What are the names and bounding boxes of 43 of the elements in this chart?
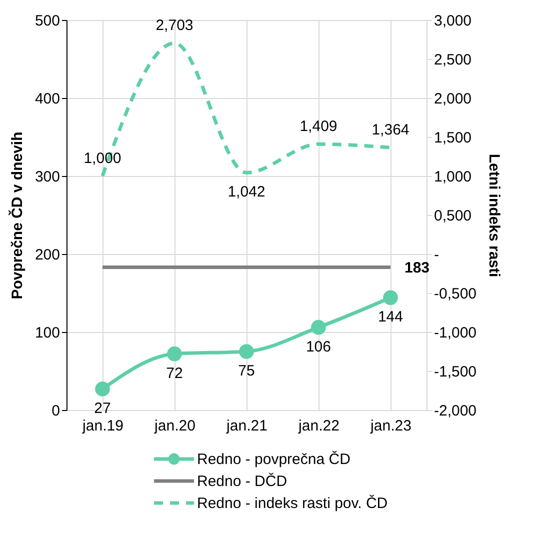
- y2-axis-title: Letni indeks rasti: [486, 154, 503, 278]
- legend-label: Redno - DČD: [197, 472, 288, 490]
- y2-tick-label: -2,000: [434, 402, 477, 420]
- y-tick-label: 0: [52, 402, 60, 420]
- data-label: 1,364: [372, 122, 410, 139]
- y2-tick-label: 0,500: [434, 208, 472, 224]
- y2-tick-label: 3,000: [434, 12, 472, 30]
- y2-tick-label: 1,500: [434, 130, 472, 146]
- point: [95, 382, 110, 396]
- y2-tick-label: 2,500: [434, 52, 472, 68]
- y2-tick-label: 2,000: [434, 90, 472, 108]
- data-label: 75: [238, 362, 255, 380]
- data-label: 144: [378, 308, 403, 326]
- y-axis-title: Povprečne ČD v dnevih: [8, 132, 26, 300]
- y-tick-label: 300: [34, 168, 60, 186]
- point: [167, 346, 182, 362]
- data-label: 1,042: [228, 184, 266, 201]
- y2-tick-label: -0,500: [434, 286, 477, 302]
- y2-tick-label: -: [434, 246, 439, 264]
- data-label: 1,000: [84, 150, 122, 167]
- x-tick-label: jan.23: [370, 418, 412, 434]
- y-tick-label: 400: [34, 90, 60, 108]
- point: [239, 344, 254, 359]
- point: [311, 320, 326, 335]
- data-label: 27: [94, 400, 111, 417]
- data-label: 106: [306, 338, 331, 356]
- x-tick-label: jan.19: [82, 418, 124, 434]
- y-tick-label: 100: [34, 324, 60, 342]
- y2-tick-label: 1,000: [434, 168, 472, 186]
- y2-tick-label: -1,500: [434, 364, 477, 380]
- point: [383, 290, 398, 306]
- y-tick-label: 200: [34, 246, 60, 264]
- data-label: 183: [404, 259, 430, 276]
- legend-label: Redno - povprečna ČD: [197, 450, 351, 468]
- x-tick-label: jan.20: [154, 418, 196, 434]
- y-tick-label: 500: [34, 12, 60, 30]
- data-label: 2,703: [156, 17, 194, 34]
- y2-tick-label: -1,000: [434, 324, 477, 342]
- data-label: 72: [166, 364, 183, 382]
- x-tick-label: jan.22: [298, 418, 340, 434]
- x-tick-label: jan.21: [226, 418, 268, 434]
- legend-label: Redno - indeks rasti pov. ČD: [197, 494, 388, 512]
- data-label: 1,409: [300, 118, 338, 136]
